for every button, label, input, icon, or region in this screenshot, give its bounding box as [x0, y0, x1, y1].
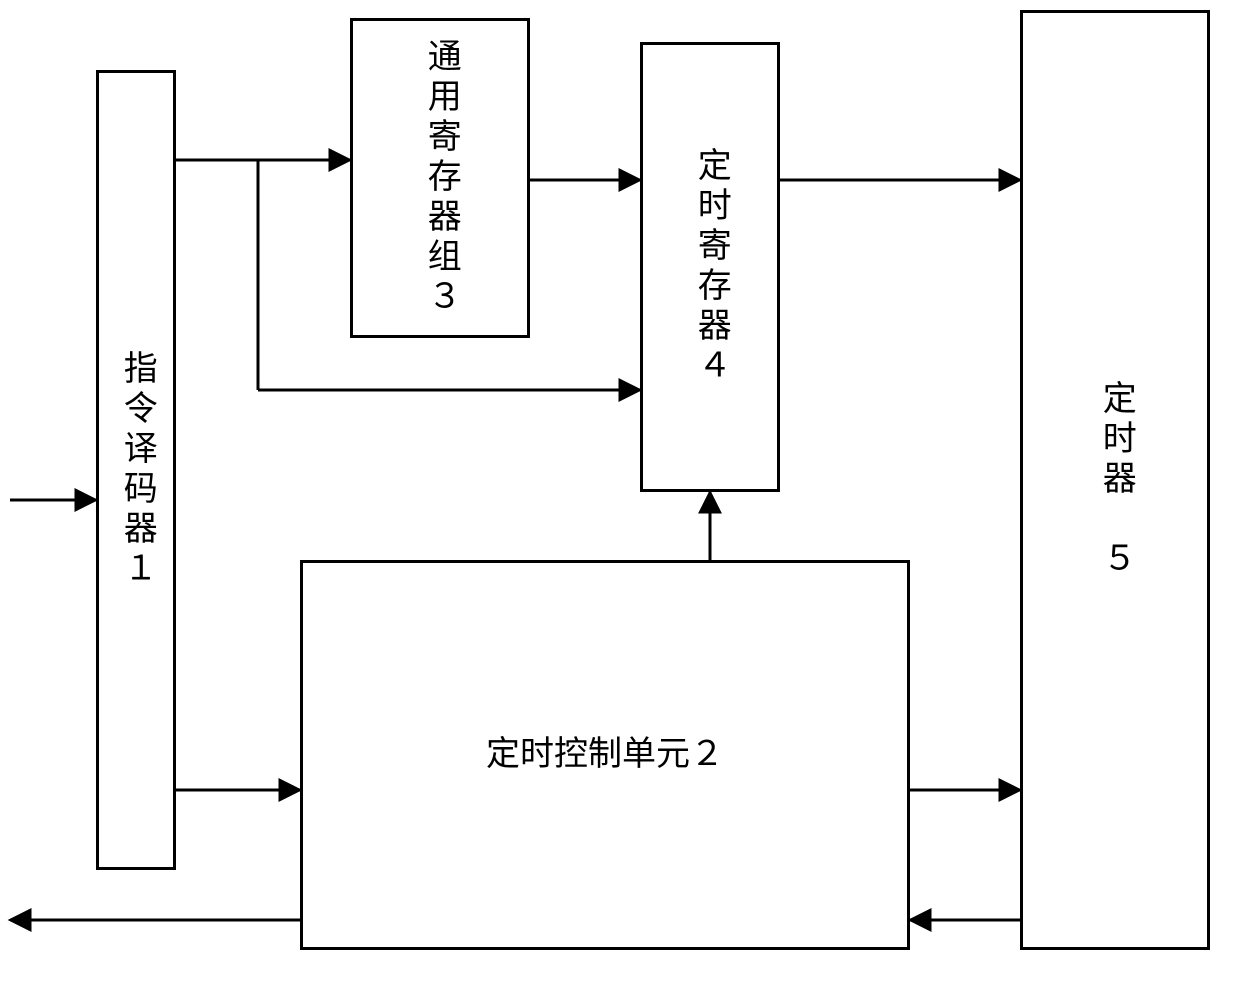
diagram-canvas: 指令译码器１ 通用寄存器组３ 定时寄存器４ 定时控制单元２ 定时器 ５: [0, 0, 1240, 998]
label-general-register-file: 通用寄存器组３: [413, 38, 467, 318]
label-timer-register: 定时寄存器４: [683, 147, 737, 387]
label-timing-control-unit: 定时控制单元２: [486, 731, 724, 779]
label-timer: 定时器 ５: [1088, 380, 1142, 580]
block-general-register-file: 通用寄存器组３: [350, 18, 530, 338]
label-instruction-decoder: 指令译码器１: [109, 350, 163, 590]
block-timing-control-unit: 定时控制单元２: [300, 560, 910, 950]
block-timer: 定时器 ５: [1020, 10, 1210, 950]
block-instruction-decoder: 指令译码器１: [96, 70, 176, 870]
block-timer-register: 定时寄存器４: [640, 42, 780, 492]
